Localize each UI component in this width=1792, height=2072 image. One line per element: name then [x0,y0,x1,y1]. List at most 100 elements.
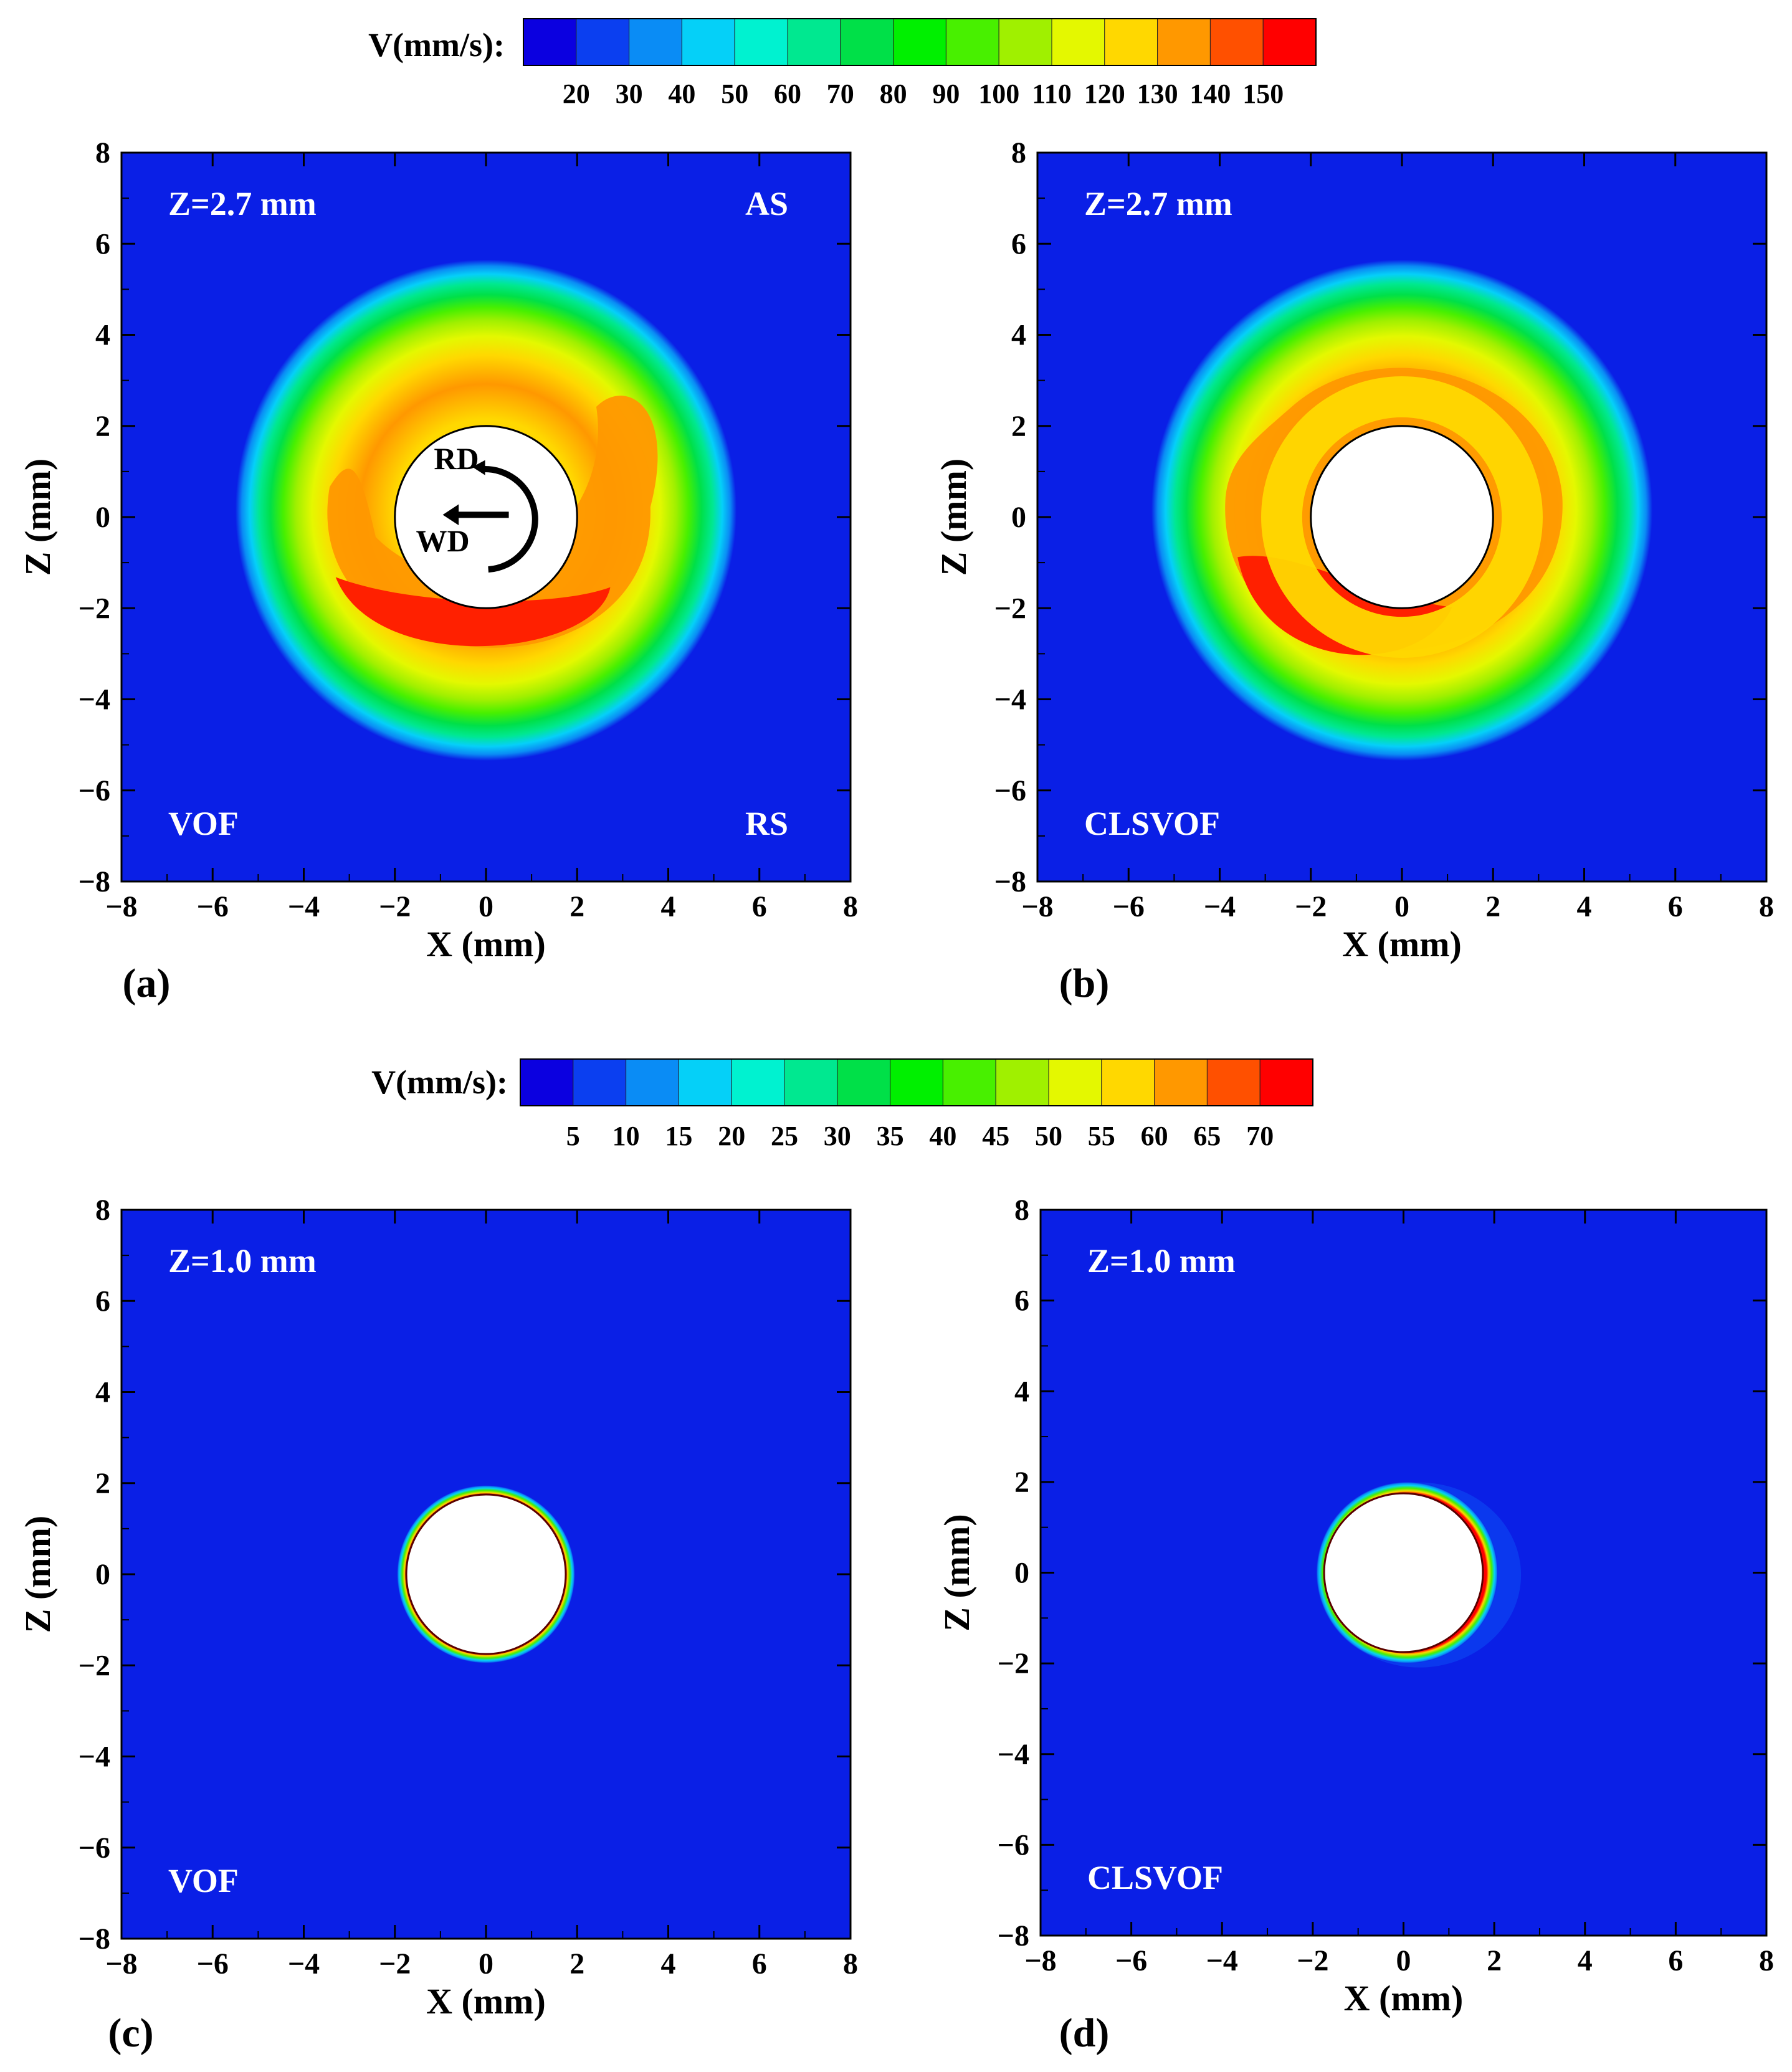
colorbar-tick-label: 50 [1035,1121,1062,1151]
colorbar-frame [520,1058,1313,1106]
colorbar-tick-label: 40 [668,78,695,109]
x-tick-label: 2 [570,890,584,923]
y-tick-label: 2 [95,1467,110,1500]
colorbar-swatch [787,18,841,66]
x-tick-label: 2 [1487,1944,1502,1977]
inner-ring [1261,376,1543,658]
x-tick-label: 0 [479,890,493,923]
y-tick-label: 0 [95,1558,110,1591]
tool-pin [405,1493,567,1655]
colorbar-tick-label: 45 [982,1121,1009,1151]
colorbar-swatch [893,18,946,66]
x-tick-label: 6 [752,890,767,923]
colorbar-swatch [1209,18,1264,66]
x-tick-label: −2 [379,890,411,923]
hot-zone-red [335,577,611,647]
colorbar-swatch [995,1058,1049,1106]
colorbar-tick-label: 50 [721,78,748,109]
x-tick-label: 8 [843,1947,858,1980]
colorbar-frame [523,18,1317,66]
colorbar-swatch [576,18,630,66]
colorbar-swatch [626,1058,679,1106]
colorbar-tick-label: 40 [929,1121,956,1151]
y-axis-title: Z (mm) [17,1516,58,1633]
welding-direction-label: WD [416,523,469,558]
x-tick-label: 4 [1577,890,1592,923]
colorbar-tick-label: 35 [877,1121,904,1151]
colorbar-tick-label: 140 [1189,78,1231,109]
panel-a: −8 −6 −4 −2 0 2 4 6 8 −8 −6 −4 −2 0 2 4 6 8 X (mm) Z (mm) Z=… [17,136,858,1006]
colorbar-tick-label: 70 [827,78,854,109]
y-tick-label: −8 [79,865,110,898]
x-tick-label: −4 [1204,890,1236,923]
y-tick-label: 6 [95,1285,110,1318]
hot-zone-orange [327,396,658,648]
y-tick-label: −6 [79,774,110,807]
y-tick-label: −4 [994,683,1026,716]
y-tick-label: 6 [95,227,110,260]
colorbar-tick-label: 90 [932,78,960,109]
y-tick-label: −4 [998,1738,1029,1771]
x-tick-label: −8 [105,1947,137,1980]
colorbar-swatch [731,1058,785,1106]
x-tick-label: 8 [1759,890,1774,923]
colorbar-swatch [784,1058,838,1106]
x-tick-label: −6 [197,1947,229,1980]
y-axis-title: Z (mm) [937,1514,977,1631]
x-tick-label: 0 [1394,890,1409,923]
x-axis-title: X (mm) [426,1981,546,2022]
x-axis-title: X (mm) [426,924,546,964]
y-tick-label: 2 [1014,1466,1029,1499]
colorbar-swatch [734,18,788,66]
y-tick-label: 6 [1014,1285,1029,1318]
y-tick-label: −2 [994,592,1026,625]
colorbar-swatch [573,1058,627,1106]
advancing-side-label: AS [745,185,788,222]
y-tick-label: 8 [1011,136,1026,169]
panel-letter: (d) [1059,2010,1110,2056]
colorbar-tick-label: 60 [1141,1121,1168,1151]
colorbar-tick-label: 70 [1246,1121,1274,1151]
slice-label: Z=1.0 mm [1087,1242,1236,1280]
y-tick-label: 4 [1014,1375,1029,1408]
panel-letter: (b) [1059,961,1110,1006]
y-tick-label: 4 [1011,319,1026,352]
colorbar-swatch [840,18,894,66]
x-tick-label: 2 [1485,890,1500,923]
x-tick-label: −8 [105,890,137,923]
colorbar-swatch [942,1058,996,1106]
colorbar-swatch [1051,18,1105,66]
panel-letter: (c) [108,2010,153,2056]
colorbar-tick-label: 65 [1193,1121,1221,1151]
x-tick-label: −8 [1024,1944,1056,1977]
plot-area [1037,153,1766,882]
y-tick-label: −2 [998,1647,1029,1680]
axes: −8 −6 −4 −2 0 2 4 6 8 −8 −6 −4 −2 0 2 4 6 8 [79,1194,858,1980]
colorbar-1: V(mm/s): 20 30 40 50 60 70 80 90 100 110 120 130 140 1… [368,18,1317,109]
y-tick-label: 0 [1014,1557,1029,1590]
y-tick-label: 6 [1011,227,1026,260]
x-tick-label: 4 [661,890,676,923]
colorbar-title: V(mm/s): [371,1063,508,1101]
colorbar-swatch [523,18,577,66]
colorbar-tick-label: 20 [718,1121,745,1151]
x-tick-label: 4 [1578,1944,1593,1977]
x-tick-label: −4 [288,1947,320,1980]
colorbar-swatch [1048,1058,1102,1106]
y-tick-label: −8 [79,1922,110,1956]
method-label: CLSVOF [1087,1859,1223,1896]
colorbar-tick-label: 110 [1032,78,1072,109]
plot-area [1041,1210,1766,1936]
x-tick-label: −2 [379,1947,411,1980]
tool-pin [1310,425,1494,609]
y-tick-label: 4 [95,1376,110,1409]
colorbar-tick-label: 15 [665,1121,692,1151]
axes: −8 −6 −4 −2 0 2 4 6 8 −8 −6 −4 −2 0 2 4 6 8 [994,136,1774,923]
colorbar-swatch [998,18,1052,66]
colorbar-swatch [629,18,682,66]
y-tick-label: 8 [95,136,110,169]
panel-b: −8 −6 −4 −2 0 2 4 6 8 −8 −6 −4 −2 0 2 4 6 8 X (mm) Z (mm) Z=… [933,136,1774,1006]
colorbar-swatch [890,1058,943,1106]
panel-c: −8 −6 −4 −2 0 2 4 6 8 −8 −6 −4 −2 0 2 4 6 8 X (mm) Z (mm) Z=… [17,1194,858,2056]
